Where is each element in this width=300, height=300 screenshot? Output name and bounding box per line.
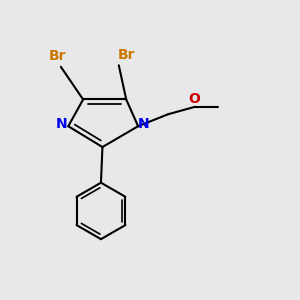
Text: O: O	[189, 92, 200, 106]
Text: N: N	[56, 117, 68, 131]
Text: N: N	[138, 117, 150, 131]
Text: Br: Br	[118, 48, 135, 62]
Text: Br: Br	[49, 49, 66, 63]
